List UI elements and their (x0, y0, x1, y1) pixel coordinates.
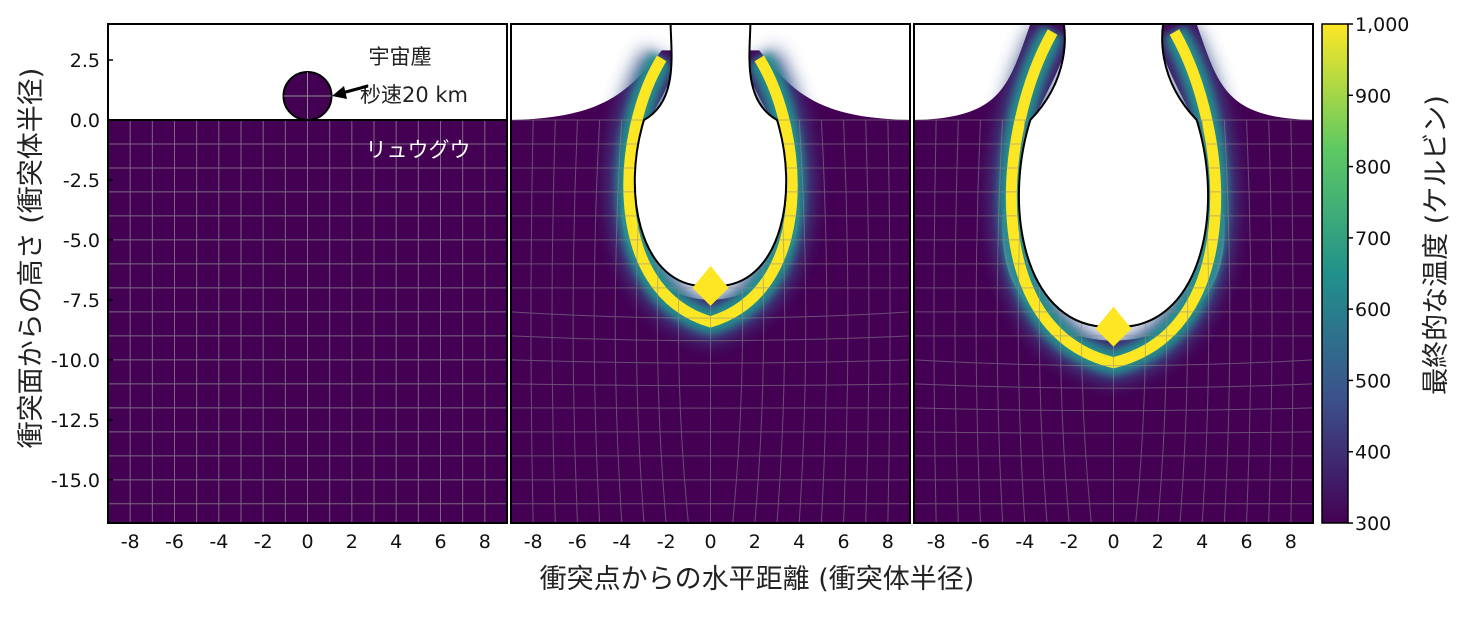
target-label: リュウグウ (366, 138, 471, 162)
x-tick-label: 8 (479, 531, 491, 553)
x-tick-label: -2 (1060, 531, 1079, 553)
y-tick-label: -10.0 (51, 350, 100, 372)
colorbar: 300 400 500 600 700 800 900 1,000 (1321, 14, 1409, 535)
x-tick-label: 0 (1107, 531, 1119, 553)
x-axis-label: 衝突点からの水平距離 (衝突体半径) (540, 564, 975, 595)
colorbar-scale (1321, 23, 1349, 524)
y-tick-label: -5.0 (63, 230, 100, 252)
panel-frame (107, 23, 508, 524)
x-tick-label: 4 (793, 531, 805, 553)
colorbar-tick-label: 700 (1355, 228, 1391, 250)
x-tick-label: -2 (657, 531, 676, 553)
x-tick-label: 2 (749, 531, 761, 553)
x-tick-label: 8 (882, 531, 894, 553)
speed-label: 秒速20 km (360, 83, 468, 107)
colorbar-tick-label: 800 (1355, 157, 1391, 179)
x-axis-ticks: -8 -6 -4 -2 0 2 4 6 8 -8 -6 -4 -2 0 2 4 6 8 -8 -6 -4 -2 0 2 4 6 8 (121, 531, 1297, 553)
projectile-label: 宇宙塵 (369, 45, 432, 69)
x-tick-label: 6 (837, 531, 849, 553)
x-tick-label: -8 (121, 531, 140, 553)
x-tick-label: -6 (971, 531, 990, 553)
x-tick-label: -8 (524, 531, 543, 553)
y-axis-label: 衝突面からの高さ (衝突体半径) (16, 68, 47, 449)
x-tick-label: -6 (568, 531, 587, 553)
arrow (341, 84, 369, 95)
colorbar-tick-label: 400 (1355, 442, 1391, 464)
y-tick-label: 0.0 (70, 110, 100, 132)
y-tick-label: -15.0 (51, 470, 100, 492)
panel-3 (913, 23, 1314, 524)
x-tick-label: -4 (209, 531, 228, 553)
x-tick-label: -4 (612, 531, 631, 553)
x-tick-label: 2 (346, 531, 358, 553)
y-tick-label: -7.5 (63, 290, 100, 312)
y-tick-label: -2.5 (63, 170, 100, 192)
x-tick-label: 2 (1152, 531, 1164, 553)
colorbar-label: 最終的な温度 (ケルビン) (1421, 95, 1452, 395)
x-tick-label: 6 (1240, 531, 1252, 553)
x-tick-label: -6 (165, 531, 184, 553)
x-tick-label: -2 (254, 531, 273, 553)
x-tick-label: -4 (1015, 531, 1034, 553)
panel-frame (913, 23, 1314, 524)
panel-frame (510, 23, 911, 524)
colorbar-tick-label: 1,000 (1355, 14, 1409, 36)
x-tick-label: 4 (1196, 531, 1208, 553)
colorbar-tick-label: 300 (1355, 513, 1391, 535)
x-tick-label: -8 (927, 531, 946, 553)
panel-2 (510, 23, 911, 524)
colorbar-tick-label: 900 (1355, 85, 1391, 107)
x-tick-label: 4 (390, 531, 402, 553)
x-tick-label: 6 (434, 531, 446, 553)
y-axis-ticks: 2.5 0.0 -2.5 -5.0 -7.5 -10.0 -12.5 -15.0 (51, 50, 113, 492)
colorbar-tick-label: 600 (1355, 299, 1391, 321)
x-tick-label: 0 (704, 531, 716, 553)
x-tick-label: 0 (301, 531, 313, 553)
colorbar-tick-label: 500 (1355, 370, 1391, 392)
y-tick-label: 2.5 (70, 50, 100, 72)
y-tick-label: -12.5 (51, 410, 100, 432)
x-tick-label: 8 (1285, 531, 1297, 553)
